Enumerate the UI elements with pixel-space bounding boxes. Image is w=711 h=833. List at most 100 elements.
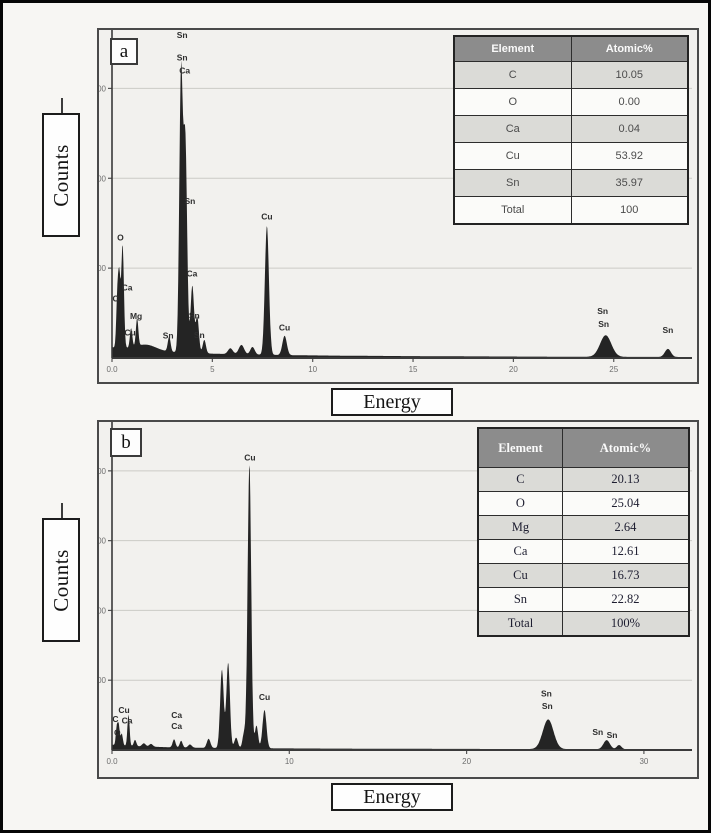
element-cell: Cu — [453, 142, 572, 170]
peak-annotation: Sn — [177, 30, 188, 40]
x-tick-label: 0.0 — [106, 365, 118, 374]
peak-annotation: Cu — [124, 328, 135, 338]
peak-annotation: Ca — [171, 721, 182, 731]
y-tick-label: 2000 — [99, 676, 107, 685]
x-axis-title-b: Energy — [363, 785, 421, 808]
atomic-percent-cell: 20.13 — [561, 467, 690, 492]
peak-annotation: Cu — [259, 692, 270, 702]
element-cell: Total — [477, 611, 563, 637]
table-header-row: Element Atomic% — [453, 35, 689, 62]
table-row: O 25.04 — [477, 491, 690, 516]
peak-annotation: O — [117, 232, 124, 242]
atomic-percent-cell: 0.04 — [570, 115, 689, 143]
atomic-percent-cell: 12.61 — [561, 539, 690, 564]
table-row: O 0.00 — [453, 88, 689, 116]
x-axis-title-box-a: Energy — [331, 388, 453, 416]
table-row: Cu 53.92 — [453, 142, 689, 170]
table-row: Ca 0.04 — [453, 115, 689, 143]
y-tick-label: 4000 — [99, 606, 107, 615]
peak-annotation: C — [113, 293, 119, 303]
table-row: Sn 22.82 — [477, 587, 690, 612]
peak-annotation: Sn — [597, 306, 608, 316]
atomic-percent-cell: 22.82 — [561, 587, 690, 612]
atomic-percent-cell: 10.05 — [570, 61, 689, 89]
element-cell: C — [453, 61, 572, 89]
table-row: Total 100% — [477, 611, 690, 637]
table-row: Sn 35.97 — [453, 169, 689, 197]
peak-annotation: Sn — [542, 701, 553, 711]
x-tick-label: 10 — [285, 757, 294, 766]
peak-annotation: Cu — [279, 323, 290, 333]
peak-annotation: Cu — [244, 452, 255, 462]
element-table-a: Element Atomic% C 10.05 O 0.00 Ca 0.04 Cu 53.92 Sn… — [453, 35, 689, 225]
table-row: Total 100 — [453, 196, 689, 225]
element-cell: Mg — [477, 515, 563, 540]
peak-annotation: Ca — [186, 268, 197, 278]
y-axis-title-box-a: Counts — [42, 113, 80, 237]
panel-label-a: a — [110, 38, 138, 65]
table-row: C 20.13 — [477, 467, 690, 492]
peak-annotation: Sn — [592, 727, 603, 737]
column-header: Element — [453, 35, 572, 62]
peak-annotation: Mg — [130, 311, 142, 321]
table-row: C 10.05 — [453, 61, 689, 89]
peak-annotation: Ca — [122, 716, 133, 726]
y-tick-label: 6000 — [99, 84, 107, 93]
element-cell: O — [477, 491, 563, 516]
element-cell: O — [453, 88, 572, 116]
peak-annotation: Ca — [122, 283, 133, 293]
atomic-percent-cell: 0.00 — [570, 88, 689, 116]
table-header-row: Element Atomic% — [477, 427, 690, 468]
counts-callout-line-b — [61, 503, 63, 518]
atomic-percent-cell: 100 — [570, 196, 689, 225]
x-axis-title-box-b: Energy — [331, 783, 453, 811]
y-axis-title-b: Counts — [48, 548, 73, 612]
element-cell: Cu — [477, 563, 563, 588]
atomic-percent-cell: 100% — [561, 611, 690, 637]
peak-annotation: Ca — [179, 66, 190, 76]
panel-label-b: b — [110, 428, 142, 457]
chart-panel-a: 2000400060000.0510152025SnSnCaSnCaSnSnSn… — [97, 28, 699, 384]
peak-annotation: Sn — [163, 331, 174, 341]
element-cell: C — [477, 467, 563, 492]
peak-annotation: Cu — [261, 212, 272, 222]
table-row: Ca 12.61 — [477, 539, 690, 564]
atomic-percent-cell: 2.64 — [561, 515, 690, 540]
element-cell: Ca — [453, 115, 572, 143]
peak-annotation: C — [112, 714, 118, 724]
table-row: Cu 16.73 — [477, 563, 690, 588]
table-row: Mg 2.64 — [477, 515, 690, 540]
peak-annotation: O — [114, 727, 121, 737]
x-tick-label: 10 — [308, 365, 317, 374]
peak-annotation: Sn — [541, 688, 552, 698]
column-header: Atomic% — [570, 35, 689, 62]
peak-annotation: Sn — [194, 330, 205, 340]
y-axis-title-a: Counts — [48, 143, 73, 207]
atomic-percent-cell: 35.97 — [570, 169, 689, 197]
atomic-percent-cell: 25.04 — [561, 491, 690, 516]
x-tick-label: 0.0 — [106, 757, 118, 766]
element-cell: Total — [453, 196, 572, 225]
x-tick-label: 30 — [639, 757, 648, 766]
counts-callout-line-a — [61, 98, 63, 113]
x-tick-label: 20 — [509, 365, 518, 374]
peak-annotation: Sn — [607, 730, 618, 740]
element-cell: Sn — [453, 169, 572, 197]
element-cell: Sn — [477, 587, 563, 612]
peak-annotation: Sn — [662, 325, 673, 335]
x-tick-label: 20 — [462, 757, 471, 766]
y-axis-title-box-b: Counts — [42, 518, 80, 642]
peak-annotation: Cu — [118, 705, 129, 715]
atomic-percent-cell: 53.92 — [570, 142, 689, 170]
y-tick-label: 4000 — [99, 174, 107, 183]
peak-annotation: Sn — [177, 53, 188, 63]
y-tick-label: 2000 — [99, 264, 107, 273]
x-tick-label: 15 — [409, 365, 418, 374]
element-cell: Ca — [477, 539, 563, 564]
y-tick-label: 8000 — [99, 467, 107, 476]
y-tick-label: 6000 — [99, 537, 107, 546]
column-header: Atomic% — [561, 427, 690, 468]
peak-annotation: Sn — [598, 319, 609, 329]
x-tick-label: 5 — [210, 365, 215, 374]
